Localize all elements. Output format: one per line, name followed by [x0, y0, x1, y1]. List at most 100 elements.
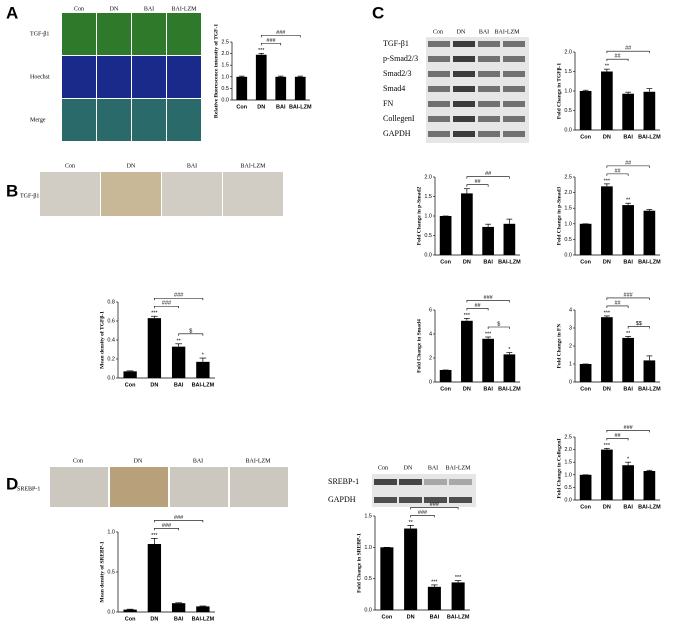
bracket: [606, 58, 629, 62]
bracket: [410, 507, 459, 510]
x-tick-label: Con: [125, 616, 136, 622]
significance: **: [626, 331, 631, 337]
bar: [236, 76, 248, 100]
x-tick-label: BAI-LZM: [447, 614, 470, 620]
x-tick-label: BAI: [623, 134, 633, 140]
x-tick-label: DN: [257, 104, 265, 110]
micrograph: [97, 13, 131, 55]
row-label: SREBP-1: [17, 486, 40, 492]
x-tick-label: BAI: [483, 386, 493, 392]
x-tick-label: BAI: [483, 259, 493, 265]
band: [428, 71, 450, 77]
bar: [601, 71, 613, 130]
x-tick-label: Con: [580, 504, 591, 510]
y-axis-label: Fold Change in Smad4: [416, 319, 422, 373]
bar: [643, 91, 656, 130]
significance: ***: [151, 533, 158, 539]
y-tick-label: 0.0: [564, 252, 572, 258]
y-tick-label: 0.0: [364, 607, 372, 613]
band: [453, 116, 475, 122]
band: [478, 41, 500, 47]
lane-label: BAI: [479, 29, 489, 35]
bar: [579, 223, 592, 255]
bar: [171, 603, 186, 612]
bar: [643, 210, 656, 255]
bar: [380, 547, 394, 610]
bracket: [606, 297, 650, 300]
y-axis-label: Fold Change in p-Smad3: [556, 186, 562, 245]
column-label: BAI-LZM: [172, 6, 198, 12]
y-axis-label: Relative fluorescence intensity of TGF-1: [213, 24, 219, 118]
column-label: BAI: [144, 6, 154, 12]
significance: **: [605, 64, 610, 70]
significance: **: [176, 338, 181, 344]
y-tick-label: 0.5: [564, 485, 572, 491]
bracket: [466, 184, 489, 187]
bracket-label: ##: [614, 54, 621, 60]
y-tick-label: 1.0: [107, 529, 115, 535]
y-axis-label: Mean density of SREBP-1: [99, 541, 105, 603]
column-label: Con: [65, 163, 75, 169]
x-tick-label: Con: [580, 134, 591, 140]
micrograph: [230, 467, 288, 507]
y-tick-label: 1.5: [424, 194, 432, 200]
row-label: Hoechst: [30, 74, 50, 80]
y-tick-label: 0.5: [424, 233, 432, 239]
bar: [579, 364, 592, 382]
bracket-label: ###: [174, 293, 184, 299]
x-tick-label: Con: [382, 614, 393, 620]
y-tick-label: 2: [429, 355, 432, 361]
y-tick-label: 0.5: [564, 108, 572, 114]
micrograph: [40, 172, 100, 216]
bracket: [466, 176, 510, 179]
lane-label: BAI-LZM: [495, 29, 521, 35]
x-tick-label: BAI: [174, 382, 184, 388]
column-label: Con: [73, 458, 83, 464]
blot-label: p-Smad2/3: [383, 54, 418, 63]
row-label: TGF-β1: [30, 31, 49, 37]
y-tick-label: 0.0: [107, 609, 115, 615]
blot-label: CollegenI: [383, 114, 415, 123]
bracket: [466, 300, 510, 303]
y-tick-label: 0.2: [107, 356, 115, 362]
y-tick-label: 6: [429, 307, 432, 313]
bar: [622, 205, 634, 255]
y-tick-label: 1.0: [564, 88, 572, 94]
bracket-label: ##: [614, 433, 621, 439]
lane-label: BAI: [428, 465, 438, 471]
x-tick-label: Con: [440, 259, 451, 265]
y-tick-label: 2.5: [221, 39, 229, 45]
significance: ***: [455, 575, 462, 581]
x-tick-label: DN: [463, 386, 471, 392]
lane-label: DN: [457, 29, 466, 35]
x-tick-label: BAI: [430, 614, 440, 620]
bracket-label: ###: [430, 502, 440, 508]
band: [453, 86, 475, 92]
y-tick-label: 0.5: [364, 576, 372, 582]
bracket: [627, 326, 650, 329]
lane-label: BAI-LZM: [446, 465, 472, 471]
y-tick-label: 1.0: [221, 74, 229, 80]
band: [478, 56, 500, 62]
y-tick-label: 2.0: [221, 51, 229, 57]
y-tick-label: 4: [429, 331, 432, 337]
x-tick-label: BAI-LZM: [192, 616, 215, 622]
band: [424, 479, 447, 485]
significance: **: [408, 520, 413, 526]
significance: ***: [151, 311, 158, 317]
x-tick-label: BAI: [276, 104, 286, 110]
band: [503, 41, 525, 47]
bar: [622, 337, 634, 382]
significance: ***: [431, 579, 438, 585]
x-tick-label: BAI: [623, 386, 633, 392]
significance: ***: [604, 178, 611, 184]
micrograph: [62, 56, 96, 98]
column-label: Con: [74, 6, 84, 12]
y-tick-label: 1.5: [221, 63, 229, 69]
bracket-label: ##: [485, 171, 492, 177]
column-label: DN: [127, 163, 136, 169]
x-tick-label: BAI: [174, 616, 184, 622]
y-tick-label: 0.6: [107, 318, 115, 324]
bar: [601, 317, 613, 382]
bar: [601, 186, 613, 255]
